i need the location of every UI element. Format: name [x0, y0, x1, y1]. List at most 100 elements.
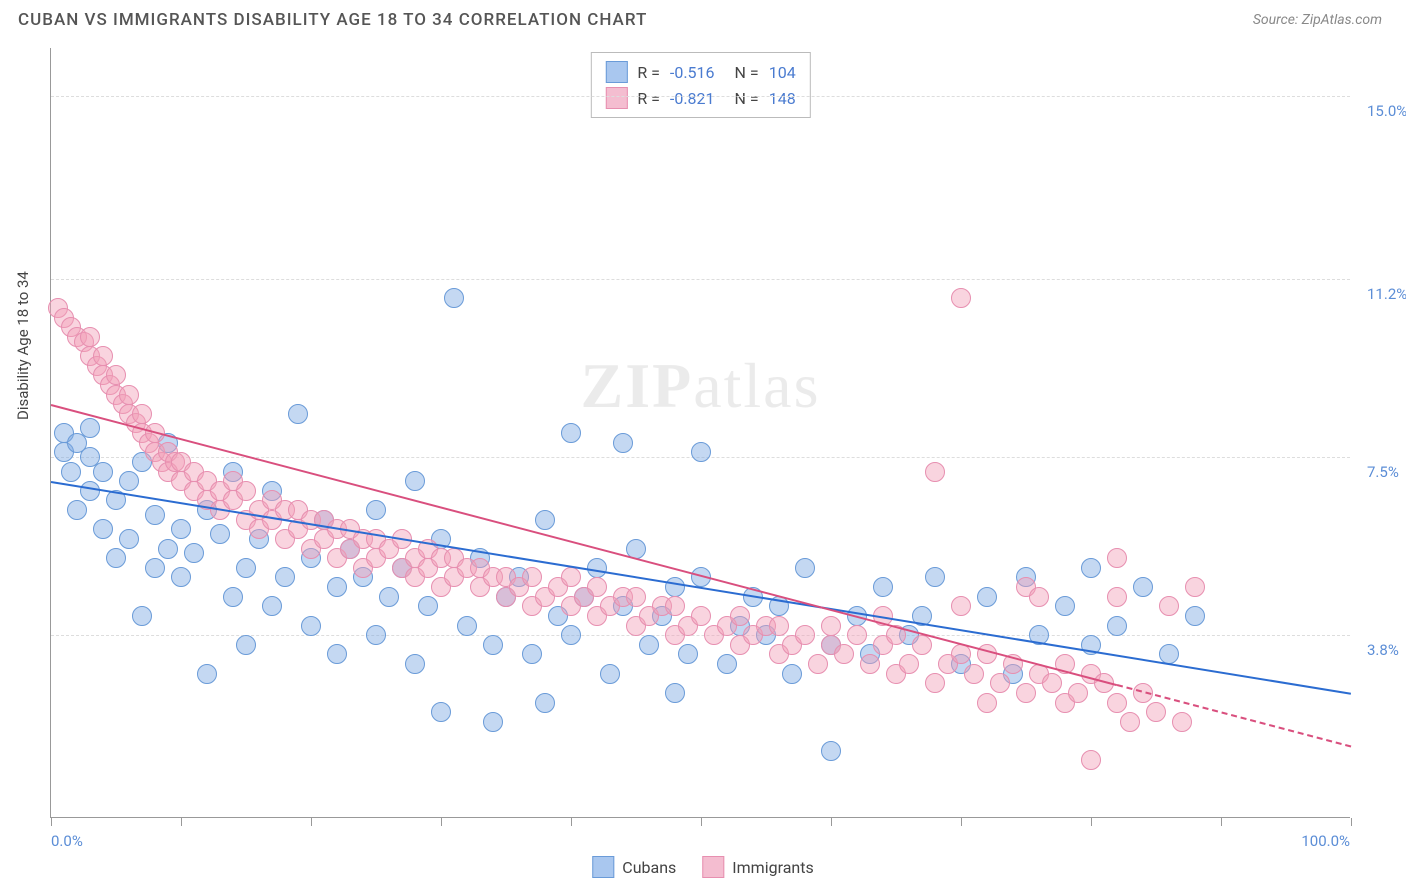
- scatter-point: [951, 596, 971, 616]
- scatter-point: [613, 433, 633, 453]
- scatter-point: [821, 616, 841, 636]
- scatter-point: [106, 365, 126, 385]
- scatter-point: [1042, 673, 1062, 693]
- scatter-point: [1016, 683, 1036, 703]
- legend-item-immigrants: Immigrants: [702, 856, 813, 878]
- legend-n-value-immigrants: 148: [769, 89, 796, 108]
- scatter-point: [1172, 712, 1192, 732]
- swatch-cubans: [605, 61, 627, 83]
- y-tick-label: 11.2%: [1367, 285, 1406, 303]
- scatter-point: [1055, 596, 1075, 616]
- scatter-point: [132, 404, 152, 424]
- scatter-point: [665, 596, 685, 616]
- scatter-point: [171, 519, 191, 539]
- gridline: [51, 279, 1350, 280]
- scatter-point: [327, 644, 347, 664]
- scatter-point: [665, 683, 685, 703]
- scatter-point: [925, 462, 945, 482]
- scatter-point: [93, 462, 113, 482]
- scatter-point: [61, 462, 81, 482]
- scatter-point: [561, 423, 581, 443]
- scatter-point: [1081, 558, 1101, 578]
- scatter-point: [80, 418, 100, 438]
- scatter-point: [1068, 683, 1088, 703]
- scatter-point: [964, 664, 984, 684]
- scatter-point: [561, 625, 581, 645]
- scatter-point: [795, 625, 815, 645]
- scatter-point: [405, 471, 425, 491]
- scatter-point: [483, 712, 503, 732]
- scatter-point: [301, 616, 321, 636]
- gridline: [51, 96, 1350, 97]
- legend-n-label: N =: [735, 89, 759, 108]
- x-tick-mark: [1221, 818, 1222, 826]
- scatter-point: [1107, 693, 1127, 713]
- scatter-point: [236, 635, 256, 655]
- scatter-point: [925, 673, 945, 693]
- scatter-point: [1185, 577, 1205, 597]
- scatter-point: [171, 567, 191, 587]
- scatter-point: [184, 543, 204, 563]
- x-tick-mark: [311, 818, 312, 826]
- watermark: ZIPatlas: [581, 349, 821, 423]
- scatter-point: [405, 654, 425, 674]
- scatter-point: [951, 644, 971, 664]
- scatter-point: [691, 442, 711, 462]
- chart-title: CUBAN VS IMMIGRANTS DISABILITY AGE 18 TO…: [18, 10, 647, 30]
- scatter-point: [717, 654, 737, 674]
- swatch-immigrants: [702, 856, 724, 878]
- scatter-point: [93, 519, 113, 539]
- scatter-point: [1120, 712, 1140, 732]
- scatter-point: [210, 524, 230, 544]
- scatter-point: [834, 644, 854, 664]
- legend-r-value-cubans: -0.516: [670, 63, 715, 82]
- y-axis-label: Disability Age 18 to 34: [14, 271, 32, 420]
- series-legend: Cubans Immigrants: [592, 856, 813, 878]
- scatter-point: [119, 471, 139, 491]
- scatter-point: [119, 529, 139, 549]
- scatter-point: [80, 481, 100, 501]
- x-tick-mark: [1351, 818, 1352, 826]
- scatter-point: [847, 625, 867, 645]
- scatter-point: [1029, 587, 1049, 607]
- scatter-point: [93, 346, 113, 366]
- scatter-point: [769, 616, 789, 636]
- swatch-immigrants: [605, 87, 627, 109]
- legend-row-cubans: R = -0.516 N = 104: [605, 59, 795, 85]
- legend-label-immigrants: Immigrants: [732, 858, 813, 877]
- swatch-cubans: [592, 856, 614, 878]
- scatter-point: [587, 558, 607, 578]
- scatter-point: [821, 741, 841, 761]
- scatter-point: [522, 567, 542, 587]
- scatter-point: [1185, 606, 1205, 626]
- chart-source: Source: ZipAtlas.com: [1253, 12, 1382, 28]
- scatter-point: [691, 606, 711, 626]
- scatter-point: [808, 654, 828, 674]
- x-tick-mark: [51, 818, 52, 826]
- scatter-point: [600, 664, 620, 684]
- scatter-point: [106, 548, 126, 568]
- chart-header: CUBAN VS IMMIGRANTS DISABILITY AGE 18 TO…: [0, 0, 1406, 36]
- scatter-point: [587, 577, 607, 597]
- scatter-point: [145, 505, 165, 525]
- scatter-point: [795, 558, 815, 578]
- scatter-point: [67, 500, 87, 520]
- x-tick-mark: [571, 818, 572, 826]
- scatter-point: [80, 327, 100, 347]
- scatter-point: [873, 577, 893, 597]
- scatter-point: [158, 539, 178, 559]
- scatter-point: [626, 587, 646, 607]
- x-tick-mark: [961, 818, 962, 826]
- scatter-point: [288, 404, 308, 424]
- legend-n-value-cubans: 104: [769, 63, 796, 82]
- y-tick-label: 7.5%: [1367, 463, 1399, 481]
- legend-r-value-immigrants: -0.821: [670, 89, 715, 108]
- scatter-point: [977, 693, 997, 713]
- scatter-point: [678, 644, 698, 664]
- scatter-point: [522, 644, 542, 664]
- x-tick-mark: [701, 818, 702, 826]
- scatter-point: [535, 510, 555, 530]
- scatter-point: [262, 596, 282, 616]
- scatter-point: [535, 693, 555, 713]
- scatter-point: [444, 288, 464, 308]
